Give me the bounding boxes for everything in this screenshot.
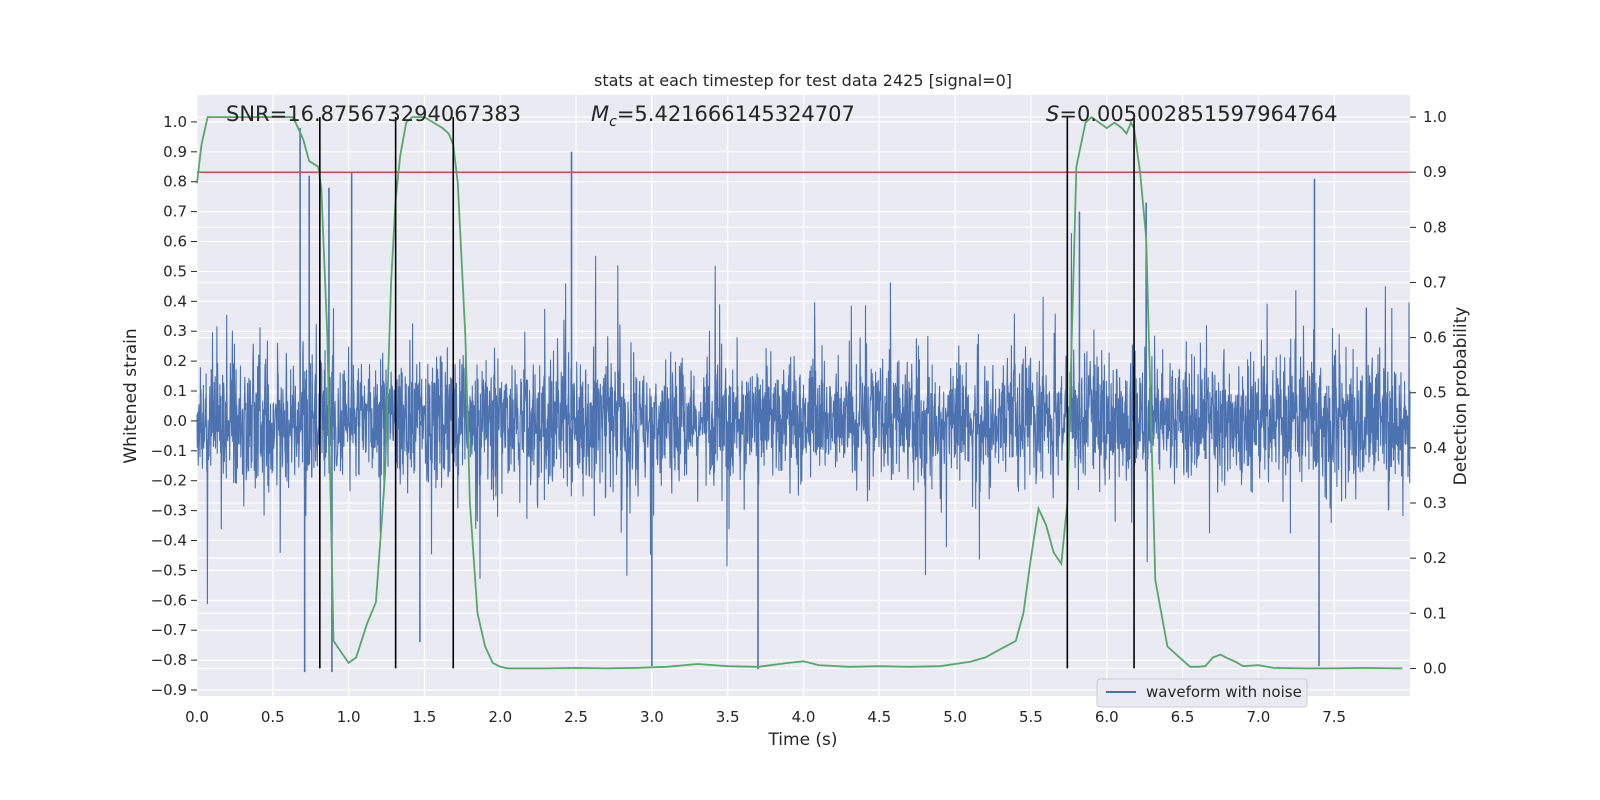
x-tick-label: 5.5 (1019, 708, 1043, 726)
probability-series (196, 115, 1403, 670)
y2-axis-ticks: 1.0 0.9 0.8 0.7 0.6 0.5 0.4 0.3 0.2 0.1 0.0 (1410, 108, 1447, 677)
x-tick-label: 1.0 (337, 708, 361, 726)
y-tick-label: −0.2 (151, 472, 187, 490)
y-tick-label: 1.0 (163, 113, 187, 131)
y2-tick-label: 0.7 (1423, 273, 1447, 291)
chirp-mass-symbol: M (591, 102, 609, 126)
s-value: =0.005002851597964764 (1059, 102, 1337, 126)
x-tick-label: 5.0 (943, 708, 967, 726)
x-tick-label: 4.0 (792, 708, 816, 726)
y-tick-label: −0.4 (151, 532, 187, 550)
y-tick-label: −0.1 (151, 442, 187, 460)
x-tick-label: 2.5 (564, 708, 588, 726)
x-tick-label: 7.0 (1246, 708, 1270, 726)
y2-tick-label: 0.8 (1423, 218, 1447, 236)
legend: waveform with noise (1096, 678, 1308, 708)
x-tick-label: 0.0 (185, 708, 209, 726)
x-tick-label: 6.0 (1095, 708, 1119, 726)
y-tick-label: −0.6 (151, 591, 187, 609)
y-tick-label: −0.3 (151, 502, 187, 520)
y2-tick-label: 0.2 (1423, 549, 1447, 567)
y-tick-label: 0.3 (163, 322, 187, 340)
y-tick-label: 0.2 (163, 352, 187, 370)
y-axis-ticks: 1.0 0.9 0.8 0.7 0.6 0.5 0.4 0.3 0.2 0.1 0.0 −0.1 −0.… (151, 113, 197, 699)
y2-tick-label: 0.9 (1423, 163, 1447, 181)
y-tick-label: 0.5 (163, 262, 187, 280)
x-axis-label: Time (s) (767, 730, 837, 750)
s-annotation: S=0.005002851597964764 (1046, 102, 1337, 126)
x-tick-label: 6.5 (1171, 708, 1195, 726)
y-tick-label: 0.7 (163, 203, 187, 221)
waveform-line (196, 233, 1411, 605)
x-tick-label: 7.5 (1322, 708, 1346, 726)
chirp-mass-value: =5.421666145324707 (617, 102, 855, 126)
x-axis-ticks: 0.0 0.5 1.0 1.5 2.0 2.5 3.0 3.5 4.0 4.5 5.0 5.5 6.0 6… (185, 708, 1346, 726)
y-tick-label: 0.9 (163, 143, 187, 161)
y-tick-label: 0.0 (163, 412, 187, 430)
x-tick-label: 1.5 (413, 708, 437, 726)
x-tick-label: 2.0 (488, 708, 512, 726)
x-tick-label: 3.5 (716, 708, 740, 726)
y-tick-label: 0.8 (163, 173, 187, 191)
y-tick-label: 0.1 (163, 382, 187, 400)
y-tick-label: −0.7 (151, 621, 187, 639)
y2-tick-label: 0.3 (1423, 494, 1447, 512)
y-tick-label: 0.4 (163, 292, 187, 310)
legend-box (1096, 678, 1308, 708)
chart-title: stats at each timestep for test data 242… (594, 71, 1012, 90)
y2-tick-label: 0.4 (1423, 439, 1447, 457)
s-symbol: S (1046, 102, 1059, 126)
y2-tick-label: 0.0 (1423, 659, 1447, 677)
y2-tick-label: 0.5 (1423, 384, 1447, 402)
y2-tick-label: 0.6 (1423, 329, 1447, 347)
y-tick-label: −0.8 (151, 651, 187, 669)
x-tick-label: 3.0 (640, 708, 664, 726)
event-lines (319, 117, 1135, 669)
y-tick-label: −0.9 (151, 681, 187, 699)
chirp-mass-annotation: Mc=5.421666145324707 (591, 102, 855, 130)
x-tick-label: 0.5 (261, 708, 285, 726)
y2-axis-label: Detection probability (1451, 307, 1471, 486)
y-tick-label: 0.6 (163, 233, 187, 251)
chirp-mass-subscript: c (609, 114, 617, 130)
y-tick-label: −0.5 (151, 561, 187, 579)
y2-tick-label: 0.1 (1423, 604, 1447, 622)
y-axis-label: Whitened strain (121, 328, 141, 463)
snr-annotation: SNR=16.875673294067383 (226, 102, 521, 126)
y2-tick-label: 1.0 (1423, 108, 1447, 126)
x-tick-label: 4.5 (867, 708, 891, 726)
probability-line (196, 115, 1403, 670)
legend-label: waveform with noise (1146, 683, 1302, 701)
